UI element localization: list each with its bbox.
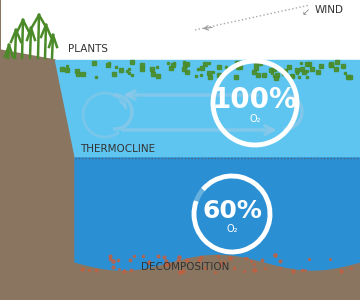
Polygon shape (0, 0, 75, 300)
Text: ↙: ↙ (302, 7, 310, 17)
Text: O₂: O₂ (249, 114, 261, 124)
Polygon shape (55, 60, 360, 158)
Text: O₂: O₂ (226, 224, 238, 234)
Text: DECOMPOSITION: DECOMPOSITION (141, 262, 229, 272)
Text: THERMOCLINE: THERMOCLINE (80, 144, 155, 154)
Text: WIND: WIND (315, 5, 344, 15)
Text: 60%: 60% (202, 199, 262, 223)
Polygon shape (0, 260, 360, 300)
Polygon shape (75, 158, 360, 270)
Text: PLANTS: PLANTS (68, 44, 108, 54)
Text: 100%: 100% (212, 86, 298, 114)
Polygon shape (75, 254, 360, 300)
